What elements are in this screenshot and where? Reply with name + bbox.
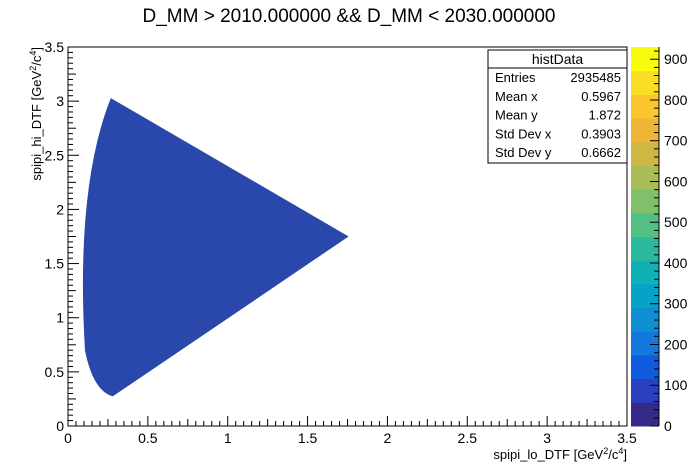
- colorbar-tick-label: 900: [664, 51, 688, 67]
- stats-label: Std Dev y: [495, 145, 552, 160]
- x-tick-label: 1: [224, 430, 232, 446]
- y-tick-label: 3: [56, 93, 64, 109]
- x-tick-label: 0.5: [138, 430, 158, 446]
- x-tick-label: 2.5: [458, 430, 478, 446]
- colorbar: 0 100 200 300 400 500 600 700 800 900: [631, 47, 688, 434]
- x-tick-label: 3: [543, 430, 551, 446]
- y-tick-label: 1.5: [45, 256, 65, 272]
- plot-area: [82, 98, 349, 397]
- stats-value: 0.6662: [581, 145, 621, 160]
- x-tick-label: 1.5: [298, 430, 318, 446]
- x-tick-label: 2: [384, 430, 392, 446]
- colorbar-tick-label: 0: [664, 418, 672, 434]
- stats-label: Entries: [495, 70, 536, 85]
- colorbar-swatch: [631, 141, 659, 166]
- colorbar-swatch: [631, 70, 659, 95]
- stats-box-frame: [487, 49, 628, 164]
- y-tick-label: 2.5: [45, 147, 65, 163]
- stats-box: histData Entries 2935485 Mean x 0.5967 Mean …: [487, 49, 628, 164]
- y-axis-label: spipi_hi_DTF [GeV2/c4]: [28, 47, 44, 181]
- colorbar-swatch: [631, 94, 659, 119]
- stats-value: 0.3903: [581, 126, 621, 141]
- colorbar-tick-label: 400: [664, 255, 688, 271]
- colorbar-tick-label: 700: [664, 133, 688, 149]
- colorbar-swatch: [631, 378, 659, 403]
- x-tick-label: 3.5: [617, 430, 637, 446]
- stats-label: Mean y: [495, 108, 538, 123]
- y-tick-label: 0: [56, 418, 64, 434]
- x-tick-label: 0: [64, 430, 72, 446]
- colorbar-swatch: [631, 331, 659, 356]
- data-region: [82, 98, 349, 397]
- colorbar-swatch: [631, 118, 659, 143]
- colorbar-tick-label: 300: [664, 296, 688, 312]
- y-tick-label: 1: [56, 310, 64, 326]
- stats-value: 0.5967: [581, 89, 621, 104]
- colorbar-swatch: [631, 165, 659, 190]
- colorbar-swatch: [631, 236, 659, 261]
- stats-box-name: histData: [532, 51, 584, 67]
- colorbar-swatch: [631, 260, 659, 285]
- stats-label: Std Dev x: [495, 126, 552, 141]
- colorbar-swatch: [631, 189, 659, 214]
- y-axis: 0 0.5 1 1.5 2 2.5 3 3.5: [45, 39, 79, 434]
- chart-title: D_MM > 2010.000000 && D_MM < 2030.000000: [143, 6, 556, 27]
- y-tick-label: 0.5: [45, 364, 65, 380]
- stats-value: 1.872: [588, 108, 621, 123]
- stats-value: 2935485: [570, 70, 621, 85]
- colorbar-tick-label: 600: [664, 173, 688, 189]
- colorbar-swatch: [631, 354, 659, 380]
- y-tick-label: 2: [56, 201, 64, 217]
- colorbar-swatch: [631, 212, 659, 237]
- colorbar-tick-label: 800: [664, 92, 688, 108]
- colorbar-tick-label: 500: [664, 214, 688, 230]
- y-tick-label: 3.5: [45, 39, 65, 55]
- x-axis: 0 0.5 1 1.5 2 2.5 3 3.5: [64, 416, 637, 446]
- colorbar-tick-label: 200: [664, 336, 688, 352]
- x-axis-label: spipi_lo_DTF [GeV2/c4]: [493, 446, 627, 462]
- stats-label: Mean x: [495, 89, 538, 104]
- colorbar-swatch: [631, 402, 659, 427]
- colorbar-tick-label: 100: [664, 377, 688, 393]
